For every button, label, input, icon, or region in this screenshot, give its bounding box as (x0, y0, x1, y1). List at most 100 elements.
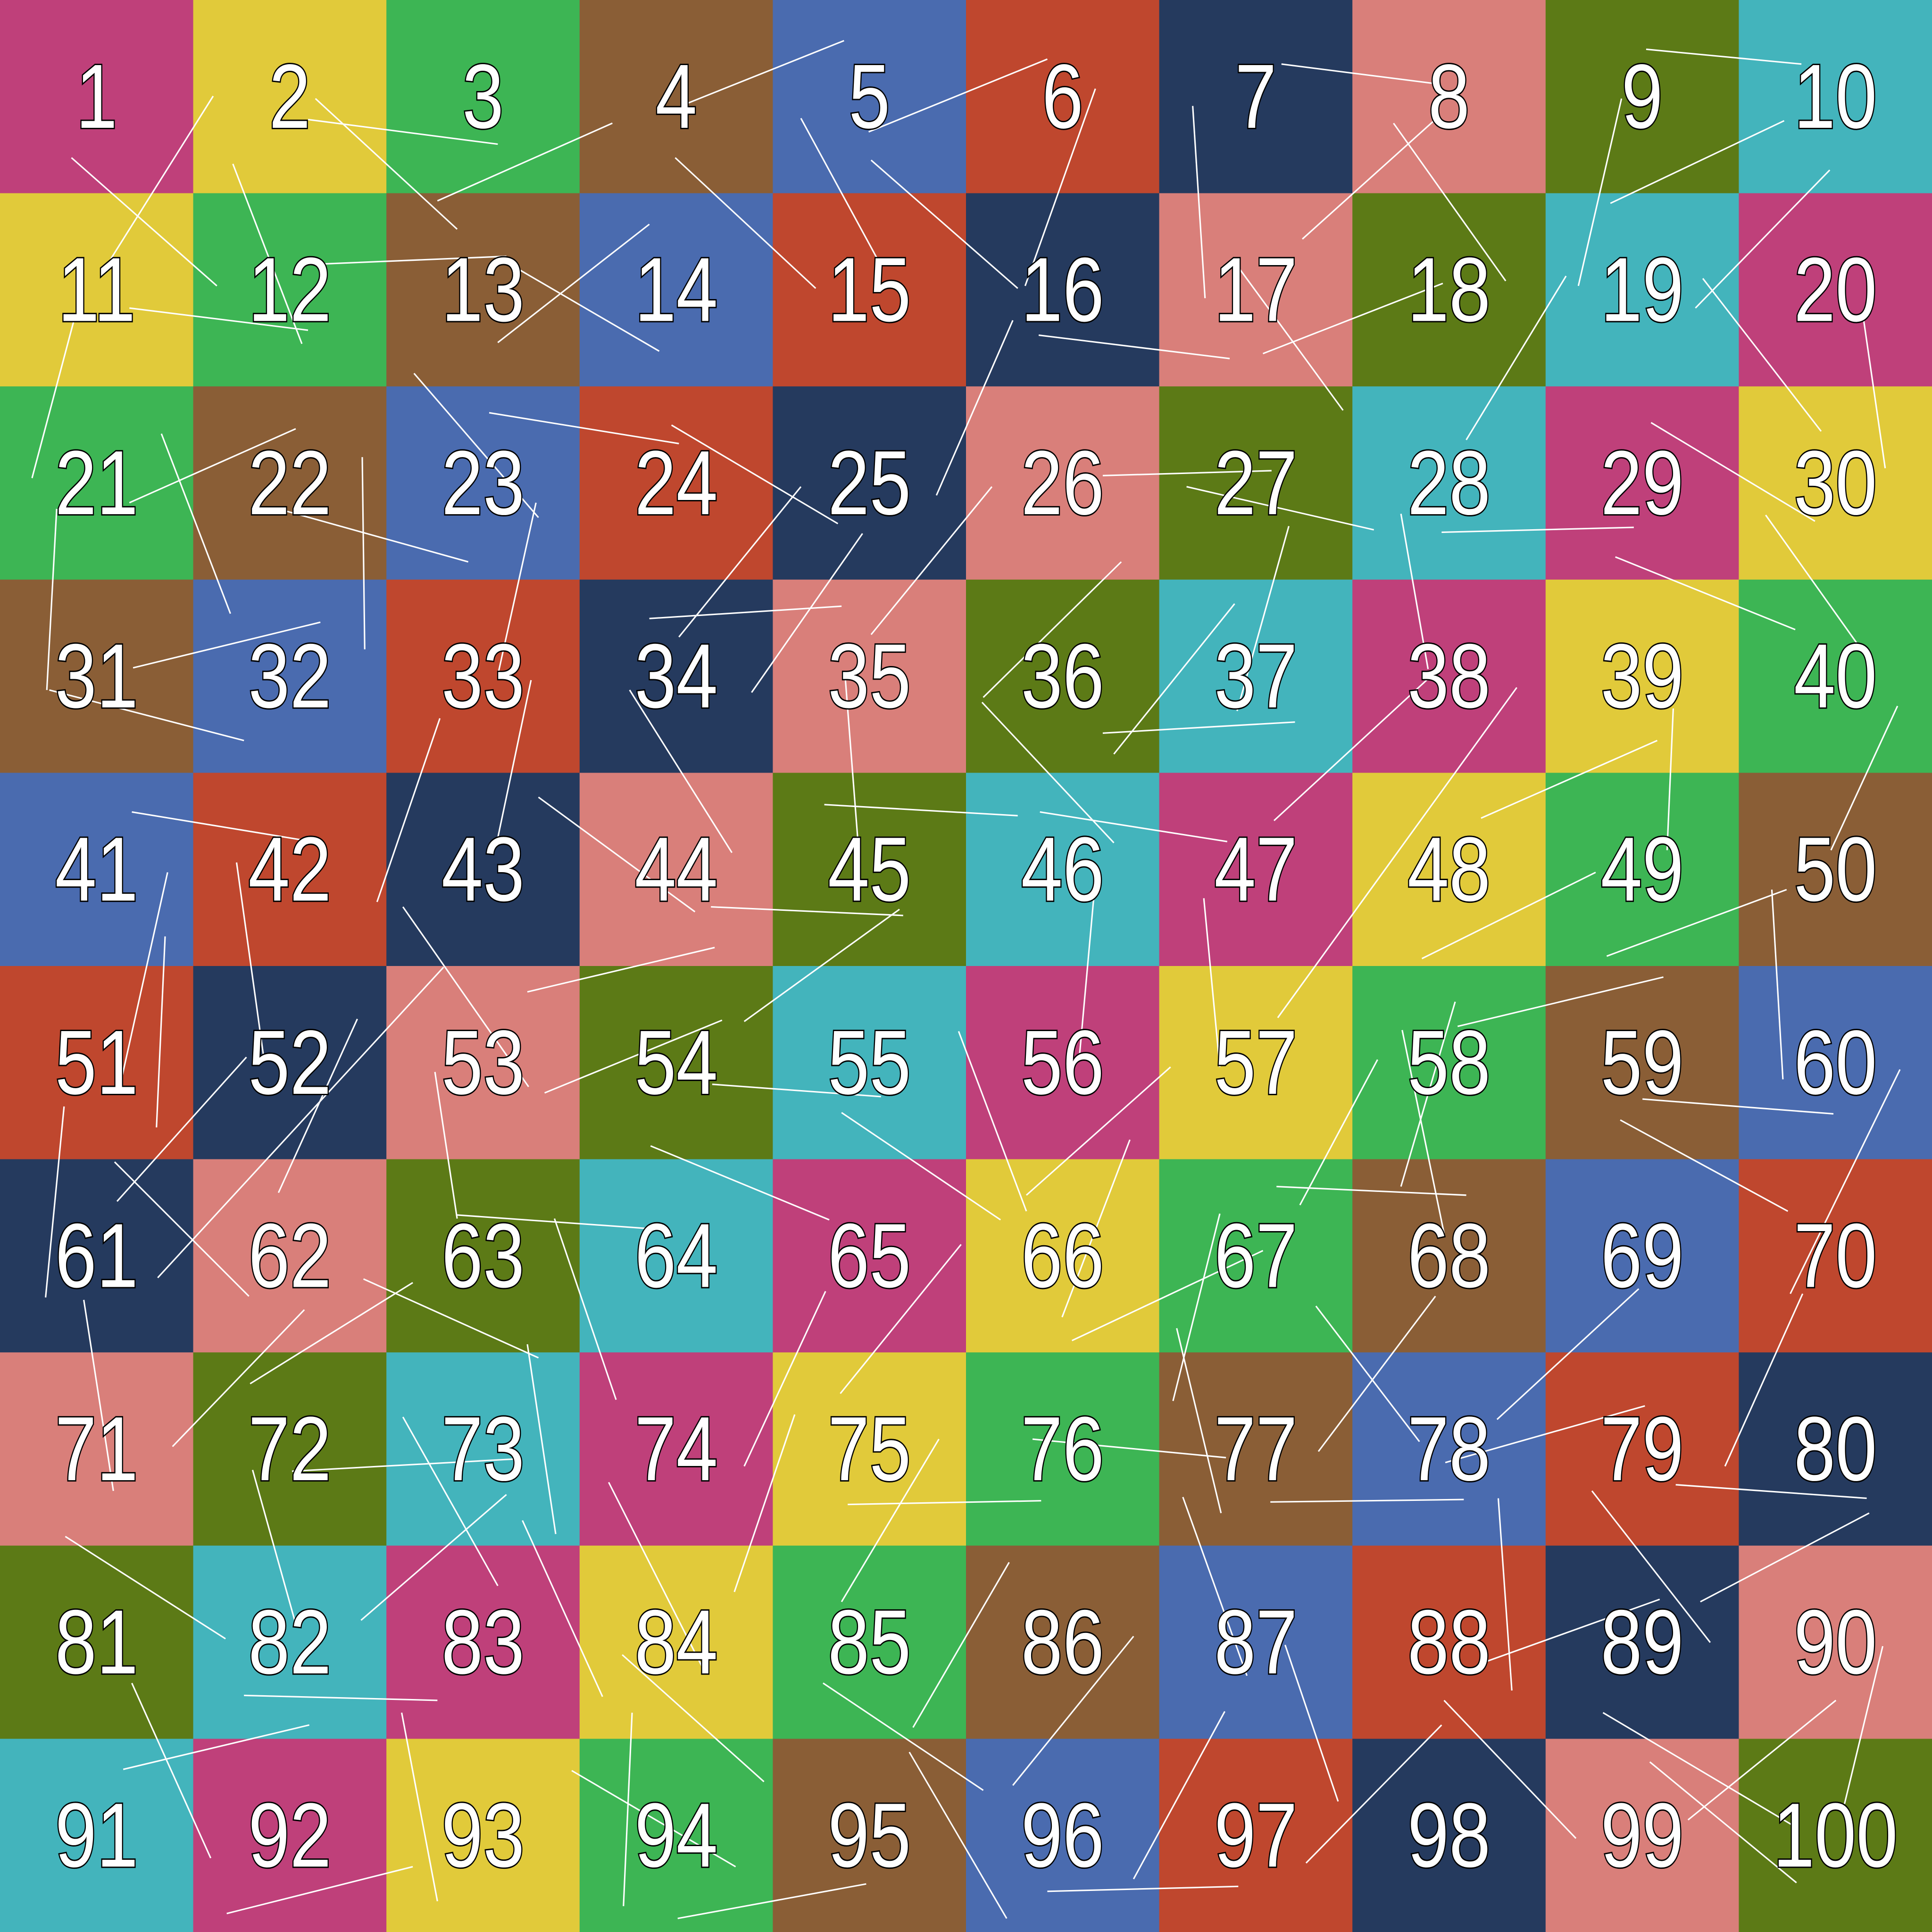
grid-cell[interactable] (193, 386, 387, 581)
grid-cell[interactable] (386, 0, 581, 194)
grid-cell[interactable] (966, 1545, 1160, 1740)
grid-cell[interactable] (773, 1352, 967, 1547)
grid-cell[interactable] (386, 773, 581, 967)
grid-cell[interactable] (0, 579, 194, 774)
grid-cell[interactable] (0, 193, 194, 387)
grid-cell[interactable] (1159, 773, 1353, 967)
grid-cell[interactable] (1545, 1159, 1740, 1353)
grid-cell[interactable] (1739, 193, 1932, 387)
grid-cell[interactable] (966, 773, 1160, 967)
grid-cell[interactable] (1352, 1352, 1547, 1547)
grid-cell[interactable] (1159, 579, 1353, 774)
grid-cell[interactable] (966, 386, 1160, 581)
grid-cell[interactable] (1545, 193, 1740, 387)
grid-cell[interactable] (579, 773, 774, 967)
grid-cell[interactable] (193, 1352, 387, 1547)
grid-cell[interactable] (1739, 1352, 1932, 1547)
grid-cell[interactable] (1739, 1159, 1932, 1353)
grid-cell[interactable] (1545, 579, 1740, 774)
grid-cell[interactable] (1159, 1159, 1353, 1353)
overlay-line (401, 1712, 438, 1901)
grid-cell[interactable] (193, 1159, 387, 1353)
grid-cell[interactable] (386, 966, 581, 1160)
grid-cell[interactable] (966, 0, 1160, 194)
grid-cell[interactable] (1159, 386, 1353, 581)
grid-cell[interactable] (1159, 1739, 1353, 1932)
grid-cell[interactable] (193, 193, 387, 387)
overlay-line (71, 157, 217, 287)
grid-cell[interactable] (1352, 579, 1547, 774)
grid-cell[interactable] (386, 1159, 581, 1353)
grid-cell[interactable] (1545, 1739, 1740, 1932)
grid-cell[interactable] (193, 1545, 387, 1740)
grid-cell[interactable] (579, 386, 774, 581)
overlay-line (118, 872, 168, 1088)
grid-cell[interactable] (0, 386, 194, 581)
grid-cell[interactable] (193, 773, 387, 967)
grid-cell[interactable] (579, 579, 774, 774)
grid-cell[interactable] (1159, 193, 1353, 387)
grid-cell[interactable] (386, 193, 581, 387)
grid-cell[interactable] (773, 773, 967, 967)
grid-cell[interactable] (1352, 0, 1547, 194)
grid-cell[interactable] (193, 1739, 387, 1932)
grid-cell[interactable] (579, 1545, 774, 1740)
grid-cell[interactable] (773, 1545, 967, 1740)
grid-cell[interactable] (1352, 966, 1547, 1160)
grid-cell[interactable] (579, 0, 774, 194)
overlay-line (1642, 1098, 1834, 1115)
grid-cell[interactable] (0, 1159, 194, 1353)
grid-cell[interactable] (966, 1352, 1160, 1547)
grid-cell[interactable] (1159, 0, 1353, 194)
grid-cell[interactable] (1352, 193, 1547, 387)
grid-cell[interactable] (966, 579, 1160, 774)
grid-cell[interactable] (773, 0, 967, 194)
grid-cell[interactable] (386, 579, 581, 774)
overlay-line (1040, 811, 1228, 842)
cell-number: 32 (248, 625, 331, 727)
overlay-line (981, 701, 1115, 843)
grid-cell[interactable] (1545, 1545, 1740, 1740)
grid-cell[interactable] (579, 1352, 774, 1547)
overlay-line (1277, 687, 1517, 1018)
grid-cell[interactable] (1545, 773, 1740, 967)
grid-cell[interactable] (1352, 386, 1547, 581)
grid-cell[interactable] (579, 1739, 774, 1932)
grid-cell[interactable] (1739, 773, 1932, 967)
grid-cell[interactable] (193, 0, 387, 194)
grid-cell[interactable] (966, 1159, 1160, 1353)
grid-cell[interactable] (0, 966, 194, 1160)
grid-cell[interactable] (1739, 1739, 1932, 1932)
grid-cell[interactable] (1739, 386, 1932, 581)
grid-cell[interactable] (1545, 0, 1740, 194)
grid-cell[interactable] (1739, 0, 1932, 194)
grid-cell[interactable] (1739, 1545, 1932, 1740)
grid-cell[interactable] (1545, 1352, 1740, 1547)
grid-cell[interactable] (1545, 386, 1740, 581)
grid-cell[interactable] (966, 966, 1160, 1160)
grid-cell[interactable] (0, 1739, 194, 1932)
grid-cell[interactable] (773, 1159, 967, 1353)
grid-cell[interactable] (1352, 1739, 1547, 1932)
grid-cell[interactable] (1159, 966, 1353, 1160)
grid-cell[interactable] (1159, 1545, 1353, 1740)
cell-number: 10 (1794, 46, 1877, 147)
grid-cell[interactable] (773, 1739, 967, 1932)
grid-cell[interactable] (579, 1159, 774, 1353)
grid-cell[interactable] (773, 579, 967, 774)
grid-cell[interactable] (0, 1545, 194, 1740)
grid-cell[interactable] (0, 773, 194, 967)
overlay-line (1862, 315, 1886, 468)
grid-cell[interactable] (966, 1739, 1160, 1932)
grid-cell[interactable] (579, 966, 774, 1160)
grid-cell[interactable] (773, 193, 967, 387)
grid-cell[interactable] (1739, 966, 1932, 1160)
grid-cell[interactable] (0, 0, 194, 194)
grid-cell[interactable] (579, 193, 774, 387)
grid-cell[interactable] (386, 1739, 581, 1932)
grid-cell[interactable] (1352, 1545, 1547, 1740)
cell-number: 55 (828, 1012, 911, 1113)
grid-cell[interactable] (773, 966, 967, 1160)
grid-cell[interactable] (773, 386, 967, 581)
grid-cell[interactable] (193, 579, 387, 774)
